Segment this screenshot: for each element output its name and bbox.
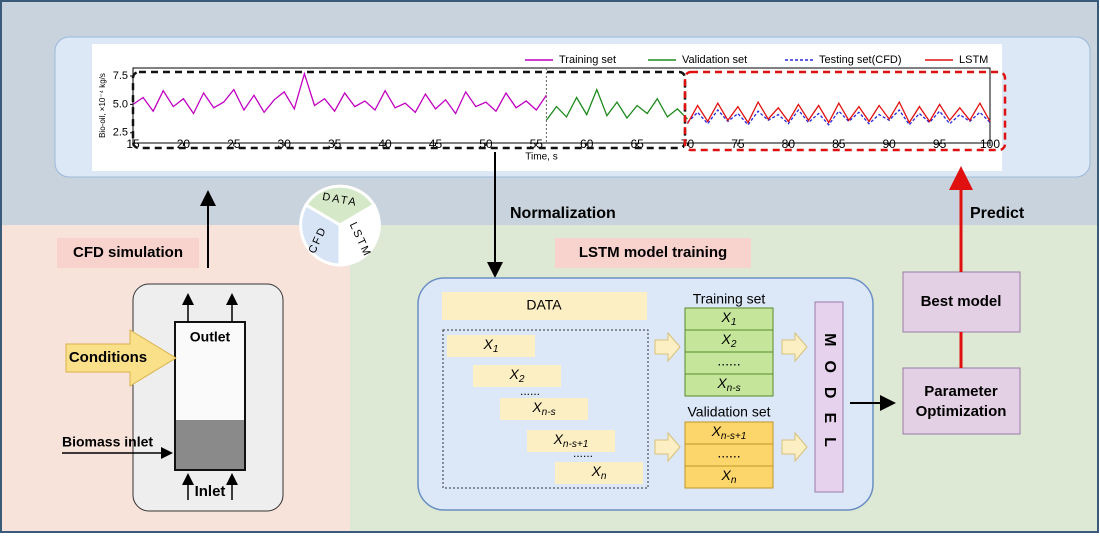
variable-base: X — [483, 336, 494, 352]
variable-sub: 2 — [518, 374, 525, 385]
set-title: Validation set — [687, 404, 770, 420]
hollow-arrow — [654, 331, 681, 363]
ellipsis: ...... — [717, 353, 740, 369]
opt-word: Parameter — [924, 383, 998, 400]
variable-sub: 1 — [493, 344, 499, 355]
series-line — [545, 87, 688, 121]
variable-sub: 1 — [731, 317, 737, 328]
train-val-box — [131, 70, 687, 150]
x-axis-label: Time, s — [525, 152, 557, 163]
series-line — [132, 71, 547, 115]
opt-word: Optimization — [916, 403, 1007, 420]
wheel: DATA LSTM CFD — [299, 184, 381, 267]
variable: Xn-s+1 — [553, 431, 589, 450]
data-box — [442, 292, 647, 320]
y-axis-label: Bio-oil, ×10⁻⁴ kg/s — [98, 73, 107, 138]
window-box — [500, 398, 588, 420]
series-line — [686, 100, 991, 125]
window-box — [447, 335, 535, 357]
predict-label: Predict — [970, 205, 1025, 222]
data-label: DATA — [526, 297, 562, 313]
hollow-arrow — [654, 431, 681, 463]
ellipsis: ...... — [573, 446, 593, 460]
variable-base: X — [711, 423, 722, 439]
variable: Xn — [721, 467, 737, 486]
window-box — [442, 329, 649, 489]
model-label: MODEL — [821, 333, 838, 461]
opt-box — [902, 367, 1021, 435]
conditions-label: Conditions — [69, 349, 147, 366]
window-box — [473, 365, 561, 387]
hollow-arrow — [781, 431, 808, 463]
y-tick-label: 5.0 — [113, 98, 128, 110]
ellipsis: ...... — [717, 445, 740, 461]
opt-label: Parameter Optimization — [916, 383, 1007, 420]
test-box — [683, 70, 1007, 152]
variable-sub: n-s+1 — [563, 439, 589, 450]
variable: X1 — [483, 336, 499, 355]
set-row — [684, 373, 774, 397]
variable-base: X — [721, 467, 732, 483]
x-tick-label: 95 — [933, 137, 947, 151]
reactor-bed — [176, 420, 244, 469]
legend-label: Training set — [559, 54, 616, 66]
variable: X2 — [509, 366, 525, 385]
ellipsis: ...... — [520, 384, 540, 398]
variable: Xn-s+1 — [711, 423, 747, 442]
window-box — [555, 462, 643, 484]
variable-base: X — [509, 366, 520, 382]
model-box — [814, 301, 844, 493]
conditions-arrow — [65, 329, 177, 387]
window-box — [527, 430, 615, 452]
variable-base: X — [553, 431, 564, 447]
set-row — [684, 465, 774, 489]
variable: X2 — [721, 331, 737, 350]
chart: 15 20 25 30 35 40 45 50 55 60 65 70 75 80 85 90 95 1002.5… — [98, 54, 1000, 163]
legend-label: LSTM — [959, 54, 988, 66]
variable-base: X — [721, 309, 732, 325]
variable: Xn-s — [716, 375, 740, 394]
variable-sub: n — [731, 475, 737, 486]
variable-sub: 2 — [730, 339, 737, 350]
outlet-label: Outlet — [190, 329, 231, 345]
variable-sub: n-s+1 — [721, 431, 747, 442]
set-title: Training set — [693, 291, 766, 307]
y-tick-label: 2.5 — [113, 127, 128, 139]
hollow-arrow — [781, 331, 808, 363]
legend-label: Testing set(CFD) — [819, 54, 902, 66]
x-tick-label: 85 — [832, 137, 846, 151]
y-tick-label: 7.5 — [113, 70, 128, 82]
variable: Xn-s — [531, 399, 555, 418]
variable-base: X — [531, 399, 542, 415]
variable-sub: n-s — [542, 407, 556, 418]
lstm-title-box — [555, 238, 751, 268]
best-box — [902, 271, 1021, 333]
x-tick-label: 75 — [731, 137, 745, 151]
variable-base: X — [716, 375, 727, 391]
x-tick-label: 90 — [882, 137, 896, 151]
inlet-label: Inlet — [195, 483, 226, 500]
variable: X1 — [721, 309, 737, 328]
variable-base: X — [721, 331, 732, 347]
variable-base: X — [591, 463, 602, 479]
x-tick-label: 80 — [782, 137, 796, 151]
plot-frame — [132, 67, 991, 144]
variable-sub: n — [601, 471, 607, 482]
x-tick-label: 100 — [980, 137, 1000, 151]
biomass-label: Biomass inlet — [62, 434, 153, 450]
normalization-label: Normalization — [510, 205, 616, 222]
legend-label: Validation set — [682, 54, 747, 66]
variable-sub: n-s — [727, 383, 741, 394]
variable: Xn — [591, 463, 607, 482]
lstm-title: LSTM model training — [579, 244, 727, 261]
cfd-title-box — [57, 238, 199, 268]
cfd-title: CFD simulation — [73, 244, 183, 261]
best-label: Best model — [921, 293, 1002, 310]
